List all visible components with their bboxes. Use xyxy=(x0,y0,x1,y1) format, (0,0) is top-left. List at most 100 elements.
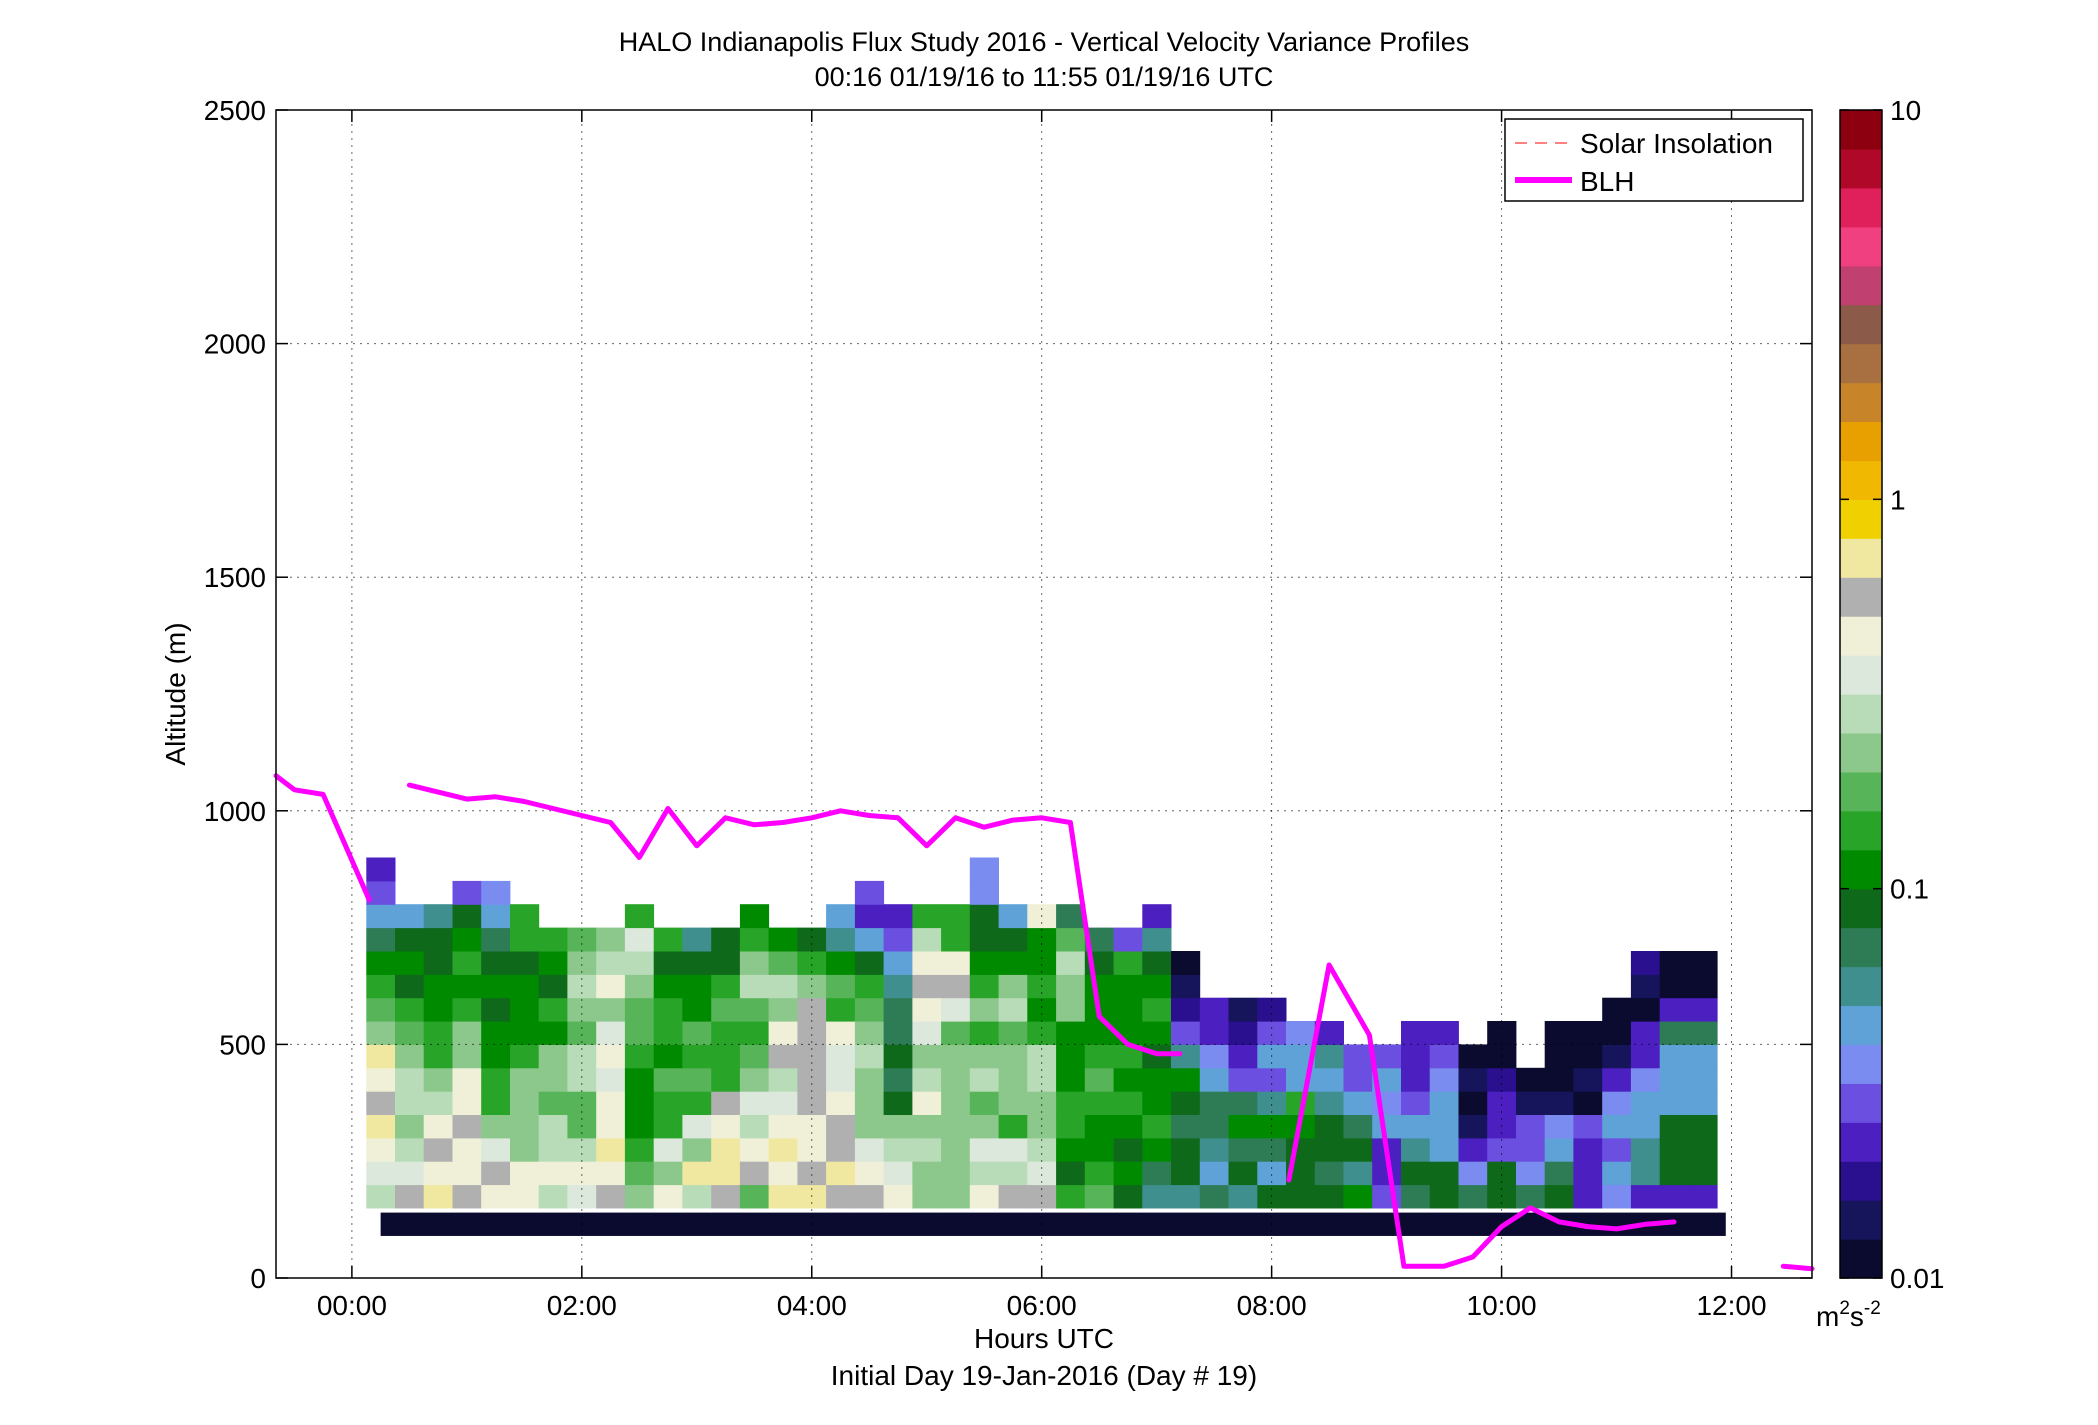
heatmap-cell xyxy=(1630,1114,1661,1139)
heatmap-cell xyxy=(1027,1021,1057,1045)
heatmap-cell xyxy=(854,904,885,929)
heatmap-cell xyxy=(1659,1021,1689,1045)
heatmap-cell xyxy=(1113,1161,1143,1186)
heatmap-cell xyxy=(1659,1114,1689,1139)
x-tick-label: 06:00 xyxy=(1007,1290,1077,1321)
heatmap-cell xyxy=(510,1021,540,1045)
heatmap-cell xyxy=(1084,1184,1114,1209)
heatmap-cell xyxy=(452,927,482,952)
heatmap-cell xyxy=(1659,974,1689,999)
colorbar-segment xyxy=(1840,382,1882,423)
heatmap-cell xyxy=(998,1114,1028,1139)
heatmap-cell xyxy=(596,1161,626,1186)
heatmap-cell xyxy=(711,997,741,1022)
heatmap-cell xyxy=(596,1091,626,1115)
heatmap-cell xyxy=(366,974,396,999)
heatmap-cell xyxy=(969,857,999,882)
heatmap-cell xyxy=(366,1137,396,1162)
heatmap-cell xyxy=(1343,1044,1373,1069)
colorbar-segment xyxy=(1840,1200,1882,1240)
heatmap-cell xyxy=(1171,951,1201,975)
colorbar-segment xyxy=(1840,694,1882,734)
heatmap-cell xyxy=(395,904,425,929)
heatmap-cell xyxy=(452,951,482,975)
colorbar-segment xyxy=(1840,655,1882,695)
heatmap-cell xyxy=(1401,1161,1431,1186)
heatmap-cell xyxy=(423,1091,453,1115)
y-tick-label: 500 xyxy=(219,1029,266,1060)
heatmap-cell xyxy=(883,1184,913,1209)
heatmap-cell xyxy=(481,974,511,999)
heatmap-cell xyxy=(998,997,1028,1022)
heatmap-cell xyxy=(912,927,942,952)
heatmap-cell xyxy=(1544,1091,1574,1115)
heatmap-cell xyxy=(1429,1114,1459,1139)
heatmap-cell xyxy=(1688,1021,1718,1045)
heatmap-cell xyxy=(1429,1044,1459,1069)
heatmap-cell xyxy=(941,1067,971,1092)
heatmap-cell xyxy=(1343,1114,1373,1139)
heatmap-cell xyxy=(1056,1161,1086,1186)
heatmap-cell xyxy=(510,951,540,975)
heatmap-cell xyxy=(1688,1137,1718,1162)
heatmap-cell xyxy=(941,1091,971,1115)
heatmap-cell xyxy=(481,1161,511,1186)
heatmap-cell xyxy=(624,1044,655,1069)
heatmap-cell xyxy=(1487,1021,1517,1045)
heatmap-cell xyxy=(423,1021,453,1045)
heatmap-cell xyxy=(395,1044,425,1069)
heatmap-cell xyxy=(682,1044,712,1069)
heatmap-cell xyxy=(912,1161,942,1186)
heatmap-cell xyxy=(768,1184,798,1209)
x-tick-label: 10:00 xyxy=(1467,1290,1537,1321)
colorbar-segment xyxy=(1840,460,1882,500)
colorbar-segment xyxy=(1840,577,1882,617)
heatmap-cell xyxy=(1286,1137,1316,1162)
heatmap-cell xyxy=(797,1091,827,1115)
heatmap-cell xyxy=(768,974,798,999)
heatmap-cell xyxy=(423,1067,453,1092)
heatmap-cell xyxy=(1401,1137,1431,1162)
heatmap-cell xyxy=(1199,1137,1229,1162)
heatmap-cell xyxy=(941,1114,971,1139)
heatmap-cell xyxy=(1343,1137,1373,1162)
heatmap-cell xyxy=(510,1091,540,1115)
heatmap-cell xyxy=(510,1184,540,1209)
colorbar-segment xyxy=(1840,1044,1882,1084)
heatmap-cell xyxy=(1487,1091,1517,1115)
heatmap-cell xyxy=(854,927,885,952)
heatmap-cell xyxy=(1257,1067,1287,1092)
heatmap-cell xyxy=(624,951,655,975)
heatmap-cell xyxy=(1113,1184,1143,1209)
legend-box xyxy=(1504,118,1804,202)
heatmap-cell xyxy=(1458,1067,1488,1092)
heatmap-cell xyxy=(1659,1137,1689,1162)
heatmap-cell xyxy=(941,927,971,952)
heatmap-cell xyxy=(1544,1067,1574,1092)
heatmap-cell xyxy=(452,1114,482,1139)
heatmap-cell xyxy=(1027,1067,1057,1092)
heatmap-cell xyxy=(1343,1091,1373,1115)
heatmap-cell xyxy=(739,1161,770,1186)
heatmap-cell xyxy=(768,1091,798,1115)
heatmap-cell xyxy=(452,997,482,1022)
heatmap-cell xyxy=(596,1067,626,1092)
heatmap-cell xyxy=(768,951,798,975)
colorbar-segment xyxy=(1840,538,1882,578)
heatmap-cell xyxy=(739,997,770,1022)
heatmap-cell xyxy=(826,951,856,975)
heatmap-cell xyxy=(395,1137,425,1162)
heatmap-cell xyxy=(1630,1067,1661,1092)
heatmap-cell xyxy=(998,1091,1028,1115)
heatmap-cell xyxy=(1228,1137,1258,1162)
heatmap-cell xyxy=(1573,1044,1603,1069)
y-axis-ticks: 0 500 1000 1500 2000 2500 xyxy=(204,95,1812,1294)
heatmap-cell xyxy=(510,1137,540,1162)
heatmap-cell xyxy=(1401,1091,1431,1115)
heatmap-cell xyxy=(596,927,626,952)
heatmap-cell xyxy=(653,1021,683,1045)
heatmap-cell xyxy=(1602,1091,1632,1115)
heatmap-cell xyxy=(1314,1044,1344,1069)
heatmap-cell xyxy=(452,1161,482,1186)
heatmap-cell xyxy=(739,1184,770,1209)
